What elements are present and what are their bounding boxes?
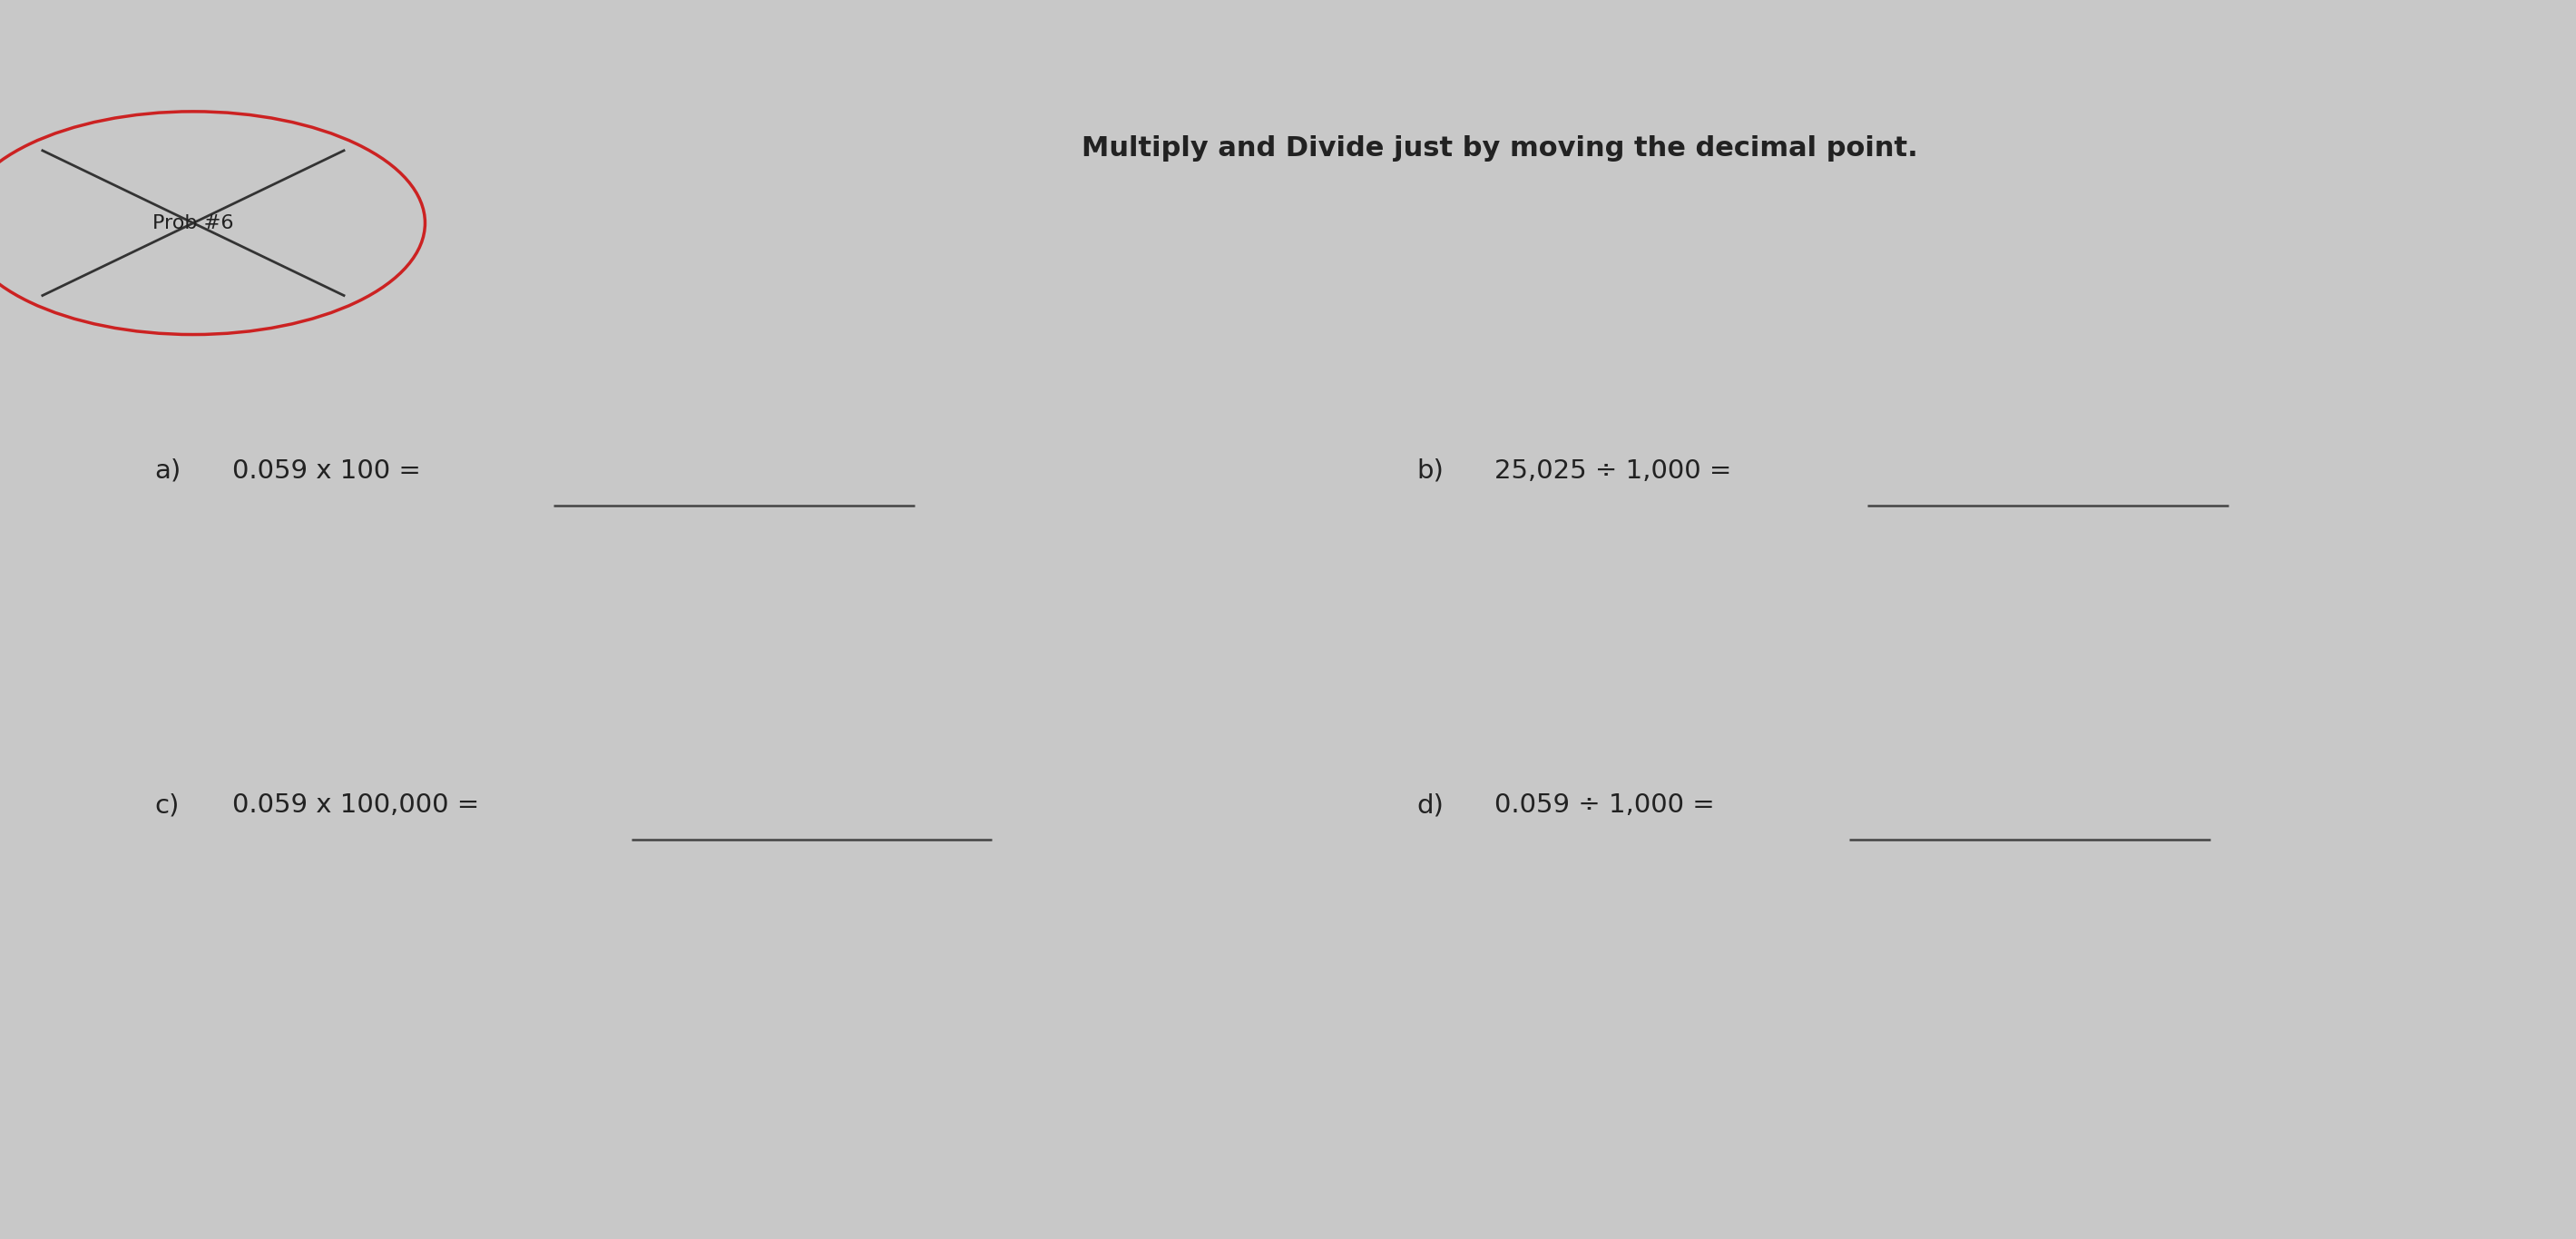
Text: d): d) <box>1417 793 1445 818</box>
Text: 0.059 ÷ 1,000 =: 0.059 ÷ 1,000 = <box>1494 793 1716 818</box>
Text: c): c) <box>155 793 180 818</box>
Text: Multiply and Divide just by moving the decimal point.: Multiply and Divide just by moving the d… <box>1082 135 1919 162</box>
Text: a): a) <box>155 458 180 483</box>
Text: 0.059 x 100 =: 0.059 x 100 = <box>232 458 420 483</box>
Text: Prob #6: Prob #6 <box>152 214 234 232</box>
Text: 25,025 ÷ 1,000 =: 25,025 ÷ 1,000 = <box>1494 458 1731 483</box>
Text: 0.059 x 100,000 =: 0.059 x 100,000 = <box>232 793 479 818</box>
Text: b): b) <box>1417 458 1445 483</box>
